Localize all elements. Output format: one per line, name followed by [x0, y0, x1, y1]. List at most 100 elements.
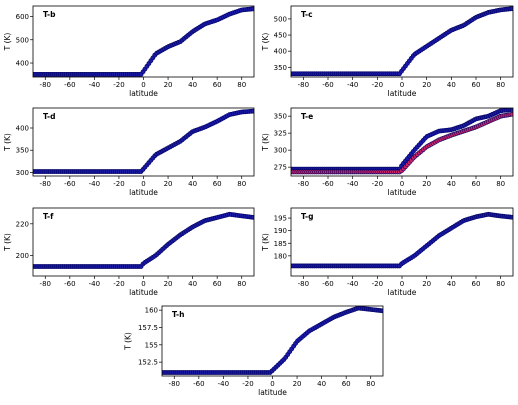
y-tick-label: 155 [145, 341, 158, 349]
x-tick-label: -20 [372, 180, 383, 188]
panel-0: -80 -60 -40 -20 0 20 40 60 80 400 500 600 latitude T … [3, 5, 255, 98]
x-axis-label: latitude [258, 388, 287, 397]
x-tick-label: 0 [270, 380, 274, 388]
x-tick-label: 0 [400, 81, 404, 89]
x-tick-label: -40 [347, 180, 358, 188]
x-tick-label: 80 [496, 280, 505, 288]
data-point [250, 108, 254, 114]
y-axis-label: T (K) [261, 233, 270, 252]
x-tick-label: 40 [188, 180, 197, 188]
x-tick-label: -40 [89, 81, 100, 89]
x-tick-label: 60 [472, 280, 481, 288]
data-point [250, 6, 254, 12]
x-tick-label: -60 [64, 180, 75, 188]
x-axis-label: latitude [129, 89, 158, 98]
x-tick-label: -40 [347, 280, 358, 288]
y-tick-label: 400 [16, 60, 29, 68]
x-tick-label: -40 [218, 380, 229, 388]
x-tick-label: -20 [113, 280, 124, 288]
series-group [33, 6, 254, 77]
x-tick-label: -40 [347, 81, 358, 89]
series-group [33, 108, 254, 174]
x-tick-label: 60 [472, 180, 481, 188]
y-axis-label: T (K) [261, 33, 270, 52]
x-tick-label: 40 [188, 280, 197, 288]
panel-title: T-h [172, 310, 184, 319]
x-tick-label: 80 [237, 280, 246, 288]
y-tick-label: 220 [16, 220, 29, 228]
y-axis-label: T (K) [3, 233, 12, 252]
panel-title: T-c [301, 10, 313, 19]
y-tick-label: 400 [16, 125, 29, 133]
x-axis-label: latitude [388, 89, 417, 98]
y-tick-label: 185 [274, 240, 287, 248]
x-tick-label: -80 [40, 180, 51, 188]
panel-title: T-b [43, 10, 56, 19]
data-point [509, 6, 513, 12]
x-axis-label: latitude [129, 288, 158, 297]
panel-2: -80 -60 -40 -20 0 20 40 60 80 300 350 400 latitude T … [3, 107, 255, 197]
y-tick-label: 500 [274, 15, 287, 23]
x-tick-label: 0 [400, 280, 404, 288]
x-tick-label: 20 [422, 280, 431, 288]
y-axis-label: T (K) [124, 332, 133, 351]
x-tick-label: 60 [342, 380, 351, 388]
y-tick-label: 160 [145, 307, 158, 315]
x-tick-label: 0 [141, 81, 145, 89]
x-tick-label: 0 [400, 180, 404, 188]
y-tick-label: 600 [16, 13, 29, 21]
series-group [291, 211, 513, 269]
x-tick-label: -60 [193, 380, 204, 388]
y-tick-label: 157.5 [138, 324, 158, 332]
x-tick-label: 40 [447, 280, 456, 288]
x-tick-label: 40 [447, 180, 456, 188]
x-tick-label: 0 [141, 280, 145, 288]
x-tick-label: -20 [242, 380, 253, 388]
y-axis-label: T (K) [3, 133, 12, 152]
x-tick-label: -80 [40, 280, 51, 288]
x-tick-label: 20 [422, 81, 431, 89]
y-axis-label: T (K) [3, 33, 12, 52]
x-tick-label: -60 [322, 280, 333, 288]
data-point [250, 214, 254, 220]
y-tick-label: 500 [16, 36, 29, 44]
axes-frame [161, 305, 384, 377]
panel-3: -80 -60 -40 -20 0 20 40 60 80 275 300 325 350 latitud… [261, 107, 514, 197]
x-tick-label: 60 [213, 81, 222, 89]
x-tick-label: -60 [322, 81, 333, 89]
panel-5: -80 -60 -40 -20 0 20 40 60 80 180 185 190 195 latitud… [261, 207, 514, 297]
y-tick-label: 450 [274, 32, 287, 40]
y-tick-label: 152.5 [138, 359, 158, 367]
x-tick-label: 80 [237, 180, 246, 188]
x-tick-label: 60 [213, 280, 222, 288]
x-tick-label: 20 [422, 180, 431, 188]
x-tick-label: -40 [89, 180, 100, 188]
y-tick-label: 350 [274, 64, 287, 72]
x-tick-label: -80 [298, 180, 309, 188]
series-group [33, 211, 254, 269]
x-tick-label: 60 [472, 81, 481, 89]
x-tick-label: 40 [188, 81, 197, 89]
y-tick-label: 275 [274, 164, 287, 172]
data-point [509, 214, 513, 220]
data-point [509, 108, 513, 112]
series-group [291, 6, 513, 77]
panel-title: T-f [43, 212, 54, 221]
y-tick-label: 350 [274, 113, 287, 121]
series-group [291, 108, 513, 175]
x-tick-label: 20 [293, 380, 302, 388]
y-tick-label: 300 [274, 147, 287, 155]
x-tick-label: 0 [141, 180, 145, 188]
y-tick-label: 350 [16, 147, 29, 155]
x-tick-label: 20 [164, 180, 173, 188]
x-tick-label: 80 [496, 180, 505, 188]
series-group [162, 306, 383, 375]
x-tick-label: -20 [113, 81, 124, 89]
y-tick-label: 195 [274, 215, 287, 223]
panel-title: T-d [43, 112, 56, 121]
panel-title: T-g [301, 212, 314, 221]
y-tick-label: 180 [274, 252, 287, 260]
x-tick-label: 80 [496, 81, 505, 89]
x-axis-label: latitude [388, 188, 417, 197]
